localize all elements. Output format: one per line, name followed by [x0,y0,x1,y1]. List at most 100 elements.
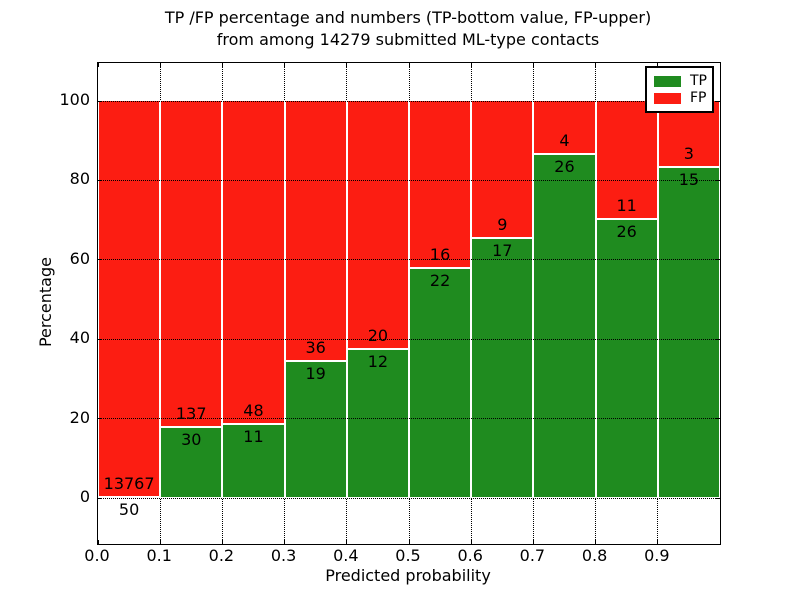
x-tick-top [595,63,597,67]
x-tick-top [346,63,348,67]
x-tick-label: 0.7 [519,546,546,565]
plot-area: 13767 50 137 30 48 11 36 19 20 12 16 22 9 17 4 26 11 26 3 1… [97,62,721,545]
legend-entry-fp: FP [654,90,707,106]
fp-count-label: 20 [367,326,389,346]
x-tick-label: 0.3 [270,546,297,565]
x-tick-bottom [532,540,534,544]
fp-count-label: 13767 [103,473,155,493]
chart-title: TP /FP percentage and numbers (TP-bottom… [97,7,719,51]
tp-count-label: 50 [118,499,140,519]
y-tick-right [716,338,720,340]
x-tick-label: 0.4 [333,546,359,565]
x-tick-bottom [408,540,410,544]
fp-color-swatch [654,92,681,104]
bar-segment-fp [409,101,472,269]
y-tick-label: 80 [69,169,90,189]
bar-segment-tp [533,153,596,498]
y-tick-right [716,418,720,420]
y-tick-label: 0 [79,487,90,506]
y-tick-left [98,338,102,340]
y-tick-left [98,497,102,499]
fp-count-label: 4 [559,130,570,150]
bar-segment-fp [98,101,161,497]
x-tick-bottom [719,540,721,544]
x-tick-bottom [657,540,659,544]
fp-count-label: 11 [616,196,637,216]
legend-entry-tp: TP [654,73,707,89]
x-tick-top [470,63,472,67]
y-tick-label: 100 [59,90,90,109]
x-tick-bottom [595,540,597,544]
gridline-horizontal [98,100,720,102]
y-tick-left [98,418,102,420]
gridline-horizontal [98,179,720,181]
tp-count-label: 12 [367,352,389,372]
bar-segment-fp [533,101,596,154]
x-tick-bottom [470,540,472,544]
tp-color-swatch [654,75,681,87]
bar-segment-tp [409,268,472,498]
bar-segment-fp [160,101,223,427]
gridline-horizontal [98,259,720,261]
tp-count-label: 11 [243,426,264,446]
y-tick-right [716,179,720,181]
bar-segment-tp [657,167,720,498]
bar-segment-fp [222,101,285,424]
x-tick-bottom [221,540,223,544]
bar-segment-tp [284,360,347,498]
bar-segment-tp [160,426,223,498]
x-tick-label: 0.0 [84,546,110,565]
tp-count-label: 26 [616,222,637,242]
x-tick-label: 0.2 [208,546,235,565]
x-axis-title: Predicted probability [325,566,491,585]
x-tick-top [657,63,659,67]
fp-count-label: 16 [429,245,451,265]
gridline-horizontal [98,338,720,340]
y-tick-left [98,259,102,261]
y-tick-right [716,497,720,499]
gridline-horizontal [98,497,720,499]
tp-count-label: 30 [181,429,202,449]
x-tick-label: 0.6 [457,546,483,565]
x-tick-label: 0.1 [146,546,172,565]
tp-count-label: 15 [678,170,700,190]
x-tick-label: 0.8 [581,546,608,565]
chart-title-line1: TP /FP percentage and numbers (TP-bottom… [164,8,652,27]
chart-title-line2: from among 14279 submitted ML-type conta… [216,30,600,49]
x-tick-top [532,63,534,67]
legend: TP FP [645,66,714,113]
y-tick-label: 40 [69,328,90,348]
y-tick-label: 20 [69,407,90,427]
gridline-horizontal [98,418,720,420]
legend-label-fp: FP [690,90,707,106]
x-tick-top [221,63,223,67]
bar-segment-tp [471,238,534,498]
y-tick-left [98,179,102,181]
bar-segment-fp [595,101,658,220]
bar-segment-tp [595,219,658,498]
x-tick-top [284,63,286,67]
legend-label-tp: TP [690,73,707,89]
tp-count-label: 22 [429,271,451,291]
x-tick-label: 0.9 [644,546,670,565]
bar-segment-tp [346,349,409,498]
bar-segment-tp [222,423,285,498]
x-tick-bottom [346,540,348,544]
x-tick-bottom [159,540,161,544]
bar-segment-fp [284,101,347,361]
x-tick-bottom [97,540,99,544]
x-tick-top [159,63,161,67]
x-tick-label: 0.5 [395,546,421,565]
fp-count-label: 137 [176,403,207,423]
fp-count-label: 9 [497,215,508,235]
tp-count-label: 17 [492,241,513,261]
tp-count-label: 26 [554,156,575,176]
y-tick-left [98,100,102,102]
fp-count-label: 36 [305,337,326,357]
y-tick-right [716,259,720,261]
tp-count-label: 19 [305,363,326,383]
fp-count-label: 3 [683,144,694,164]
x-tick-top [408,63,410,67]
bar-segment-fp [346,101,409,350]
